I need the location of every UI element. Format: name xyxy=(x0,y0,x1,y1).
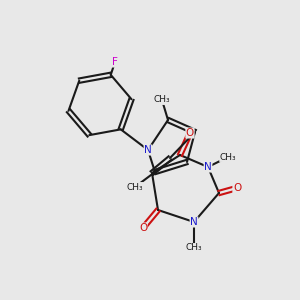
Text: O: O xyxy=(139,223,147,233)
Text: F: F xyxy=(112,57,118,67)
Text: CH₃: CH₃ xyxy=(154,95,170,104)
Text: O: O xyxy=(233,183,241,193)
Text: N: N xyxy=(204,162,212,172)
Text: CH₃: CH₃ xyxy=(127,182,143,191)
Text: CH₃: CH₃ xyxy=(186,244,202,253)
Text: N: N xyxy=(190,217,198,227)
Text: O: O xyxy=(186,128,194,138)
Text: N: N xyxy=(144,145,152,155)
Text: CH₃: CH₃ xyxy=(220,152,236,161)
